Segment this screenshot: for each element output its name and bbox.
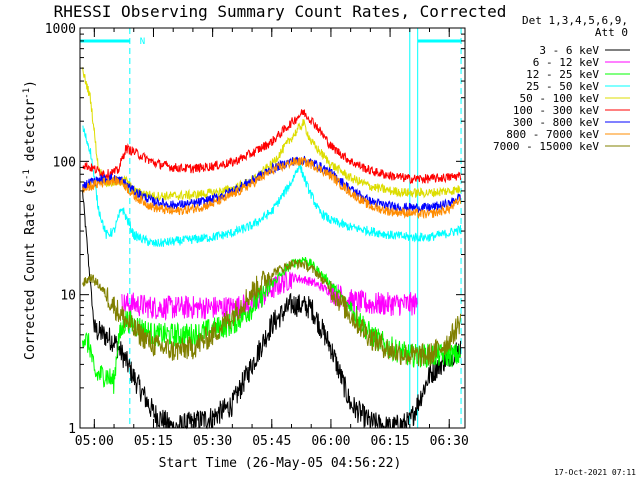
plot-area: N <box>79 28 462 430</box>
series-line-6 <box>82 155 462 214</box>
series-line-8 <box>82 259 462 367</box>
legend-header: Det 1,3,4,5,6,9, <box>522 14 628 27</box>
x-tick-label: 05:30 <box>193 434 232 449</box>
y-tick-label: 10 <box>60 289 76 304</box>
legend-entry-label: 6 - 12 keV <box>533 56 600 69</box>
x-tick-label: 05:15 <box>134 434 173 449</box>
legend-entry-label: 50 - 100 keV <box>520 92 600 105</box>
series-line-5 <box>82 109 462 185</box>
x-tick-label: 06:00 <box>311 434 350 449</box>
y-axis-label: Corrected Count Rate (s-1 detector-1) <box>22 80 38 360</box>
axes: 1 10 100 1000 05:00 05:15 05:30 05:45 06:00 06:15… <box>45 22 469 449</box>
x-tick-label: 06:15 <box>371 434 410 449</box>
legend-entry-label: 100 - 300 keV <box>513 104 599 117</box>
x-tick-label: 06:30 <box>430 434 469 449</box>
series-line-7 <box>82 156 462 220</box>
chart-title: RHESSI Observing Summary Count Rates, Co… <box>54 2 507 21</box>
saa-flag-label: N <box>140 37 145 47</box>
y-tick-label: 1000 <box>45 22 76 37</box>
x-axis-label: Start Time (26-May-05 04:56:22) <box>159 456 402 471</box>
plot-frame <box>79 27 466 429</box>
x-tick-label: 05:45 <box>252 434 291 449</box>
legend-entry-label: 300 - 800 keV <box>513 116 599 129</box>
series-line-0 <box>82 189 462 430</box>
y-axis-label-sup2: -1 <box>22 88 32 99</box>
y-tick-label: 1 <box>68 422 76 437</box>
y-axis-label-end: ) <box>23 80 38 88</box>
legend-entry-label: 800 - 7000 keV <box>506 128 599 141</box>
series-line-3 <box>82 125 462 247</box>
y-axis-label-main: Corrected Count Rate (s <box>23 180 38 360</box>
y-axis-label-sup1: -1 <box>22 169 32 180</box>
timestamp: 17-Oct-2021 07:11 <box>554 468 636 477</box>
y-axis-label-mid: detector <box>23 99 38 170</box>
x-tick-label: 05:00 <box>75 434 114 449</box>
legend-entry-label: 25 - 50 keV <box>526 80 599 93</box>
legend-entry-label: 7000 - 15000 keV <box>493 140 599 153</box>
legend-header: Att 0 <box>595 26 628 39</box>
y-tick-label: 100 <box>53 155 76 170</box>
series-line-1 <box>121 269 418 322</box>
legend-entry-label: 3 - 6 keV <box>539 44 599 57</box>
legend-entry-label: 12 - 25 keV <box>526 68 599 81</box>
